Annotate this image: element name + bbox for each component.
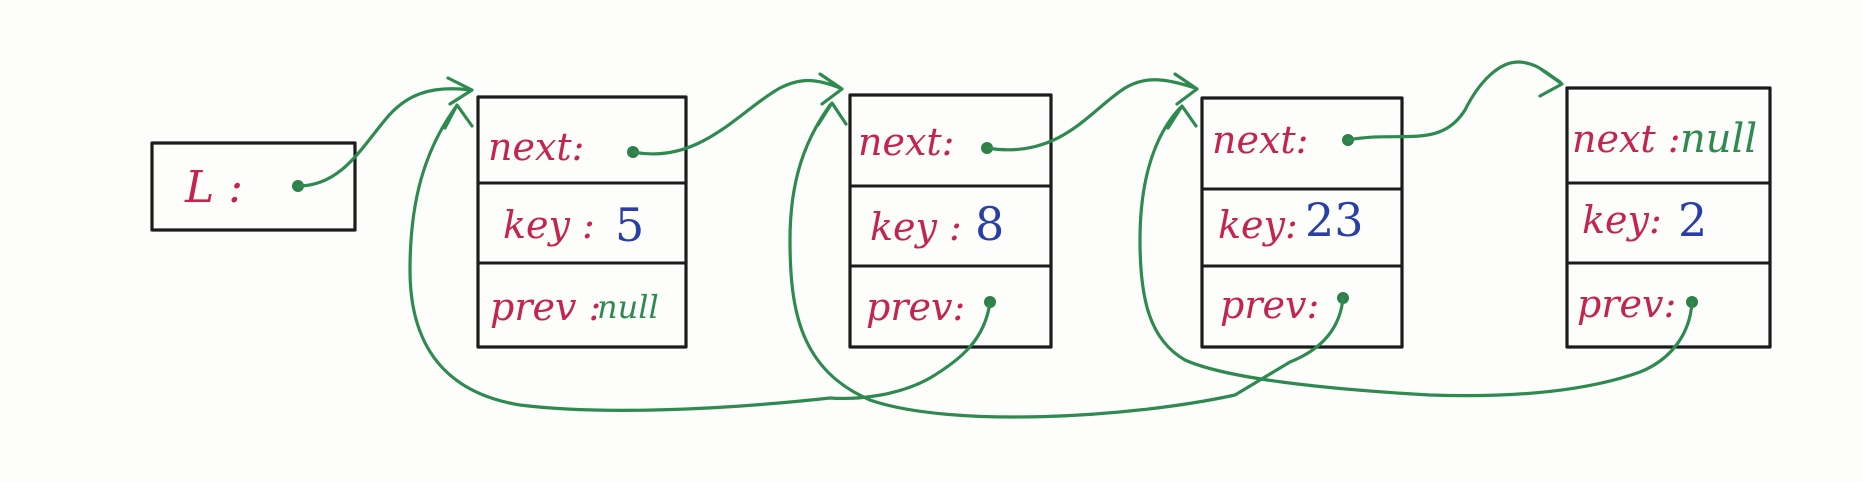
node-2-key-label: key : <box>870 205 962 249</box>
node-4-outline <box>1565 86 1772 349</box>
node-4-next-value: null <box>1680 116 1757 162</box>
node-2: next: key : 8 prev: <box>848 93 1053 349</box>
node-1-next-arrow <box>631 78 842 156</box>
node-2-prev-label: prev: <box>866 285 965 329</box>
node-3-next-arrowhead <box>1538 68 1564 98</box>
node-3-prev-label: prev: <box>1220 283 1319 327</box>
node-3: next: key: 23 prev: <box>1200 96 1404 349</box>
node-3-prev-arrow <box>788 103 1345 419</box>
node-3-outline <box>1200 96 1404 349</box>
node-2-key-value: 8 <box>975 197 1004 251</box>
node-2-next-arrowhead <box>1173 72 1199 106</box>
node-1-prev-label: prev : <box>490 285 601 329</box>
node-4-key-label: key: <box>1582 198 1662 242</box>
node-2-next-label: next: <box>858 120 954 164</box>
node-2-prev-arrowhead <box>443 103 474 130</box>
head-to-node-1-arrowhead <box>446 76 474 106</box>
node-4: next : null key: 2 prev: <box>1565 86 1772 349</box>
head-label: L : <box>184 162 243 213</box>
node-4-next-label: next : <box>1572 117 1681 161</box>
node-4-prev-label: prev: <box>1577 282 1676 326</box>
node-3-prev-arrowhead <box>816 101 848 127</box>
node-3-key-label: key: <box>1218 203 1298 247</box>
node-2-next-arrow <box>985 78 1197 152</box>
node-4-prev-arrow <box>1138 106 1694 398</box>
node-1-key-value: 5 <box>615 198 644 252</box>
node-1: next: key : 5 prev : null <box>476 95 688 349</box>
node-1-next-label: next: <box>488 125 584 169</box>
node-3-key-value: 23 <box>1305 193 1364 247</box>
node-1-outline <box>476 95 688 349</box>
node-1-prev-value: null <box>597 288 659 326</box>
node-3-next-label: next: <box>1212 118 1308 162</box>
head-pointer-box: L : <box>150 141 357 232</box>
node-4-prev-arrowhead <box>1166 104 1198 130</box>
node-1-key-label: key : <box>503 203 595 247</box>
node-2-prev-arrow <box>408 106 992 412</box>
node-2-outline <box>848 93 1053 349</box>
node-4-key-value: 2 <box>1678 193 1707 247</box>
head-box-outline <box>150 141 357 232</box>
head-to-node-1-arrow <box>296 87 472 188</box>
node-3-next-arrow <box>1346 60 1562 142</box>
node-1-next-arrowhead <box>818 72 844 106</box>
